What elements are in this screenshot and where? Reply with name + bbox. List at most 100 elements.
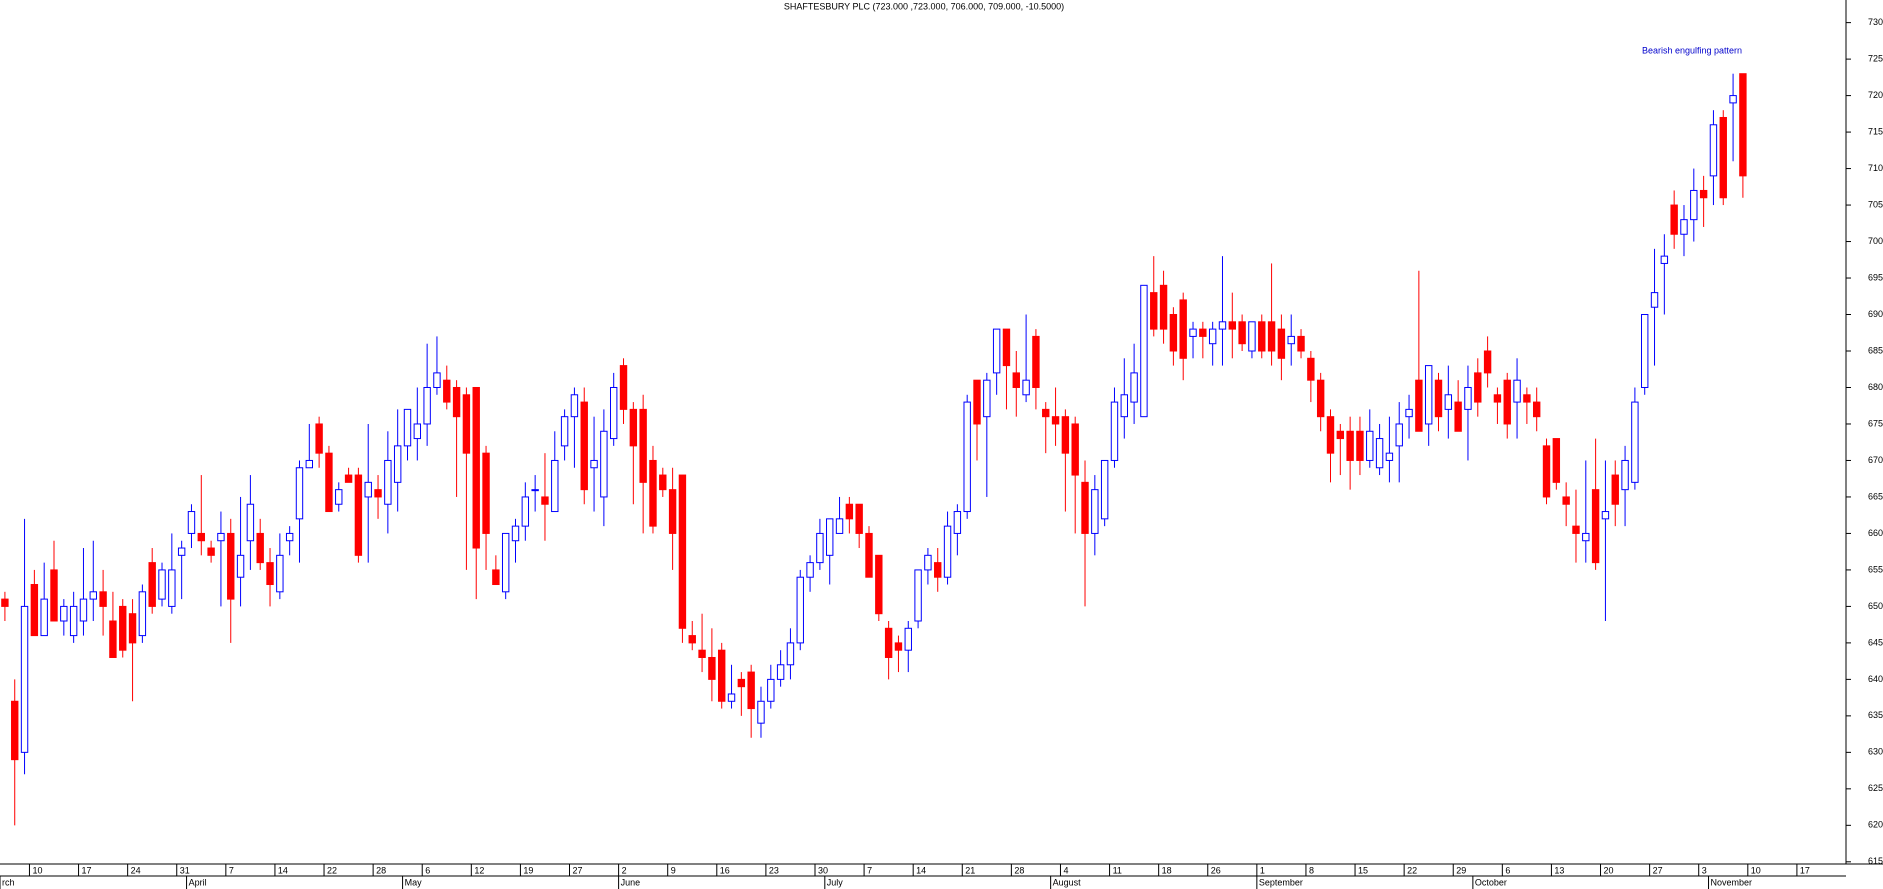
candle-body xyxy=(708,656,716,680)
annotation: Bearish engulfing pattern xyxy=(1642,45,1742,55)
candle-body xyxy=(168,569,176,607)
x-tick-label: 9 xyxy=(671,865,676,875)
candle-body xyxy=(659,474,667,491)
x-tick-label: 2 xyxy=(622,865,627,875)
candle-body xyxy=(1307,357,1315,381)
x-tick-label: 17 xyxy=(82,865,92,875)
x-tick-label: 30 xyxy=(818,865,828,875)
candle-body xyxy=(1503,379,1511,425)
candle-body xyxy=(1621,459,1629,491)
month-label: August xyxy=(1053,877,1082,887)
candle-body xyxy=(472,386,480,549)
candle-body xyxy=(875,554,883,615)
candle-body xyxy=(197,532,205,542)
month-label: June xyxy=(621,877,641,887)
candle-body xyxy=(1650,292,1659,308)
candle-body xyxy=(1002,328,1011,367)
candle-body xyxy=(1680,219,1688,235)
candle-body xyxy=(904,627,912,651)
x-tick-label: 3 xyxy=(1702,865,1707,875)
x-tick-label: 22 xyxy=(327,865,337,875)
month-label: May xyxy=(405,877,423,887)
candle-body xyxy=(128,613,137,644)
candle-body xyxy=(1189,328,1197,337)
candle-body xyxy=(560,416,569,447)
x-tick-label: 11 xyxy=(1113,865,1122,875)
candle-body xyxy=(1267,321,1276,352)
candle-body xyxy=(1385,452,1394,461)
candle-body xyxy=(1729,95,1737,104)
x-tick-label: 15 xyxy=(1358,865,1368,875)
candle-body xyxy=(148,562,156,607)
y-tick-label: 705 xyxy=(1868,199,1883,209)
candle-body xyxy=(1699,189,1708,199)
x-tick-label: 10 xyxy=(1751,865,1761,875)
candle-body xyxy=(649,459,657,527)
y-tick-label: 725 xyxy=(1868,53,1883,63)
candle-body xyxy=(1591,489,1600,564)
candle-body xyxy=(1542,445,1551,498)
candle-body xyxy=(443,379,451,403)
candle-body xyxy=(531,489,539,492)
candle-body xyxy=(1032,335,1040,388)
y-tick-label: 650 xyxy=(1868,601,1883,611)
candle-body xyxy=(482,452,490,534)
candle-body xyxy=(1356,430,1364,461)
x-tick-label: 17 xyxy=(1800,865,1810,875)
y-tick-label: 625 xyxy=(1868,783,1883,793)
candle-body xyxy=(1611,474,1619,505)
candle-body xyxy=(1110,401,1119,461)
y-tick-label: 680 xyxy=(1868,382,1883,392)
candle-body xyxy=(1709,124,1718,177)
candle-body xyxy=(246,503,255,542)
candle-body xyxy=(1,598,9,607)
candle-body xyxy=(295,467,304,520)
candle-body xyxy=(462,394,471,454)
x-tick-label: 1 xyxy=(1260,865,1265,875)
candle-body xyxy=(1631,401,1639,483)
candle-body xyxy=(492,569,500,586)
candle-body xyxy=(1022,379,1030,396)
y-tick-label: 645 xyxy=(1868,637,1883,647)
candle-body xyxy=(1660,255,1669,264)
candle-body xyxy=(256,532,264,564)
candle-body xyxy=(639,408,647,483)
candle-body xyxy=(737,678,746,688)
candle-body xyxy=(776,664,785,680)
candle-body xyxy=(1641,314,1649,388)
y-tick-label: 730 xyxy=(1868,17,1883,27)
x-tick-label: 27 xyxy=(573,865,583,875)
x-tick-label: 31 xyxy=(180,865,190,875)
candle-body xyxy=(934,562,942,578)
candle-body xyxy=(325,452,333,513)
candle-body xyxy=(747,671,755,710)
candle-body xyxy=(835,518,844,534)
x-tick-label: 24 xyxy=(131,865,141,875)
candle-body xyxy=(501,532,510,593)
candle-body xyxy=(1336,430,1345,440)
x-tick-label: 8 xyxy=(1309,865,1314,875)
x-tick-label: 28 xyxy=(1014,865,1024,875)
x-tick-label: 6 xyxy=(425,865,430,875)
candle-body xyxy=(1572,525,1580,534)
candle-body xyxy=(413,423,422,440)
candle-body xyxy=(1150,292,1158,330)
y-tick-label: 670 xyxy=(1868,455,1883,465)
candle-body xyxy=(20,605,29,753)
candle-body xyxy=(99,591,107,607)
candle-body xyxy=(580,401,588,491)
candle-body xyxy=(1140,284,1148,418)
candle-body xyxy=(1091,489,1099,534)
candle-body xyxy=(551,459,559,513)
y-tick-label: 685 xyxy=(1868,345,1883,355)
candle-body xyxy=(865,532,873,578)
month-label: September xyxy=(1259,877,1303,887)
candle-body xyxy=(207,547,215,556)
candle-body xyxy=(227,532,235,600)
candle-body xyxy=(109,620,117,658)
x-tick-label: 14 xyxy=(916,865,926,875)
candle-body xyxy=(953,511,962,534)
candle-body xyxy=(79,598,88,622)
